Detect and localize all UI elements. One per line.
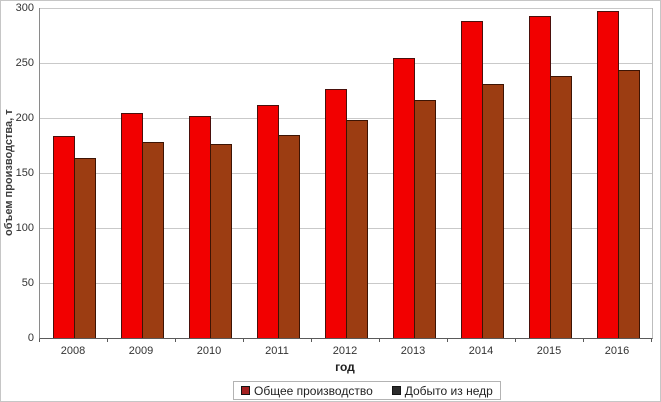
y-tick-label: 300 <box>15 2 34 14</box>
x-tick-label-2013: 2013 <box>400 345 426 357</box>
bar-group-2010 <box>176 8 244 338</box>
bar-total-2015 <box>528 15 551 338</box>
x-axis-tick <box>175 339 176 342</box>
legend-label-total: Общее производство <box>254 383 373 398</box>
legend: Общее производство Добыто из недр <box>233 381 501 400</box>
bar-total-2014 <box>460 21 483 338</box>
legend-marker-mined <box>391 386 401 395</box>
y-tick-label: 250 <box>15 57 34 69</box>
x-axis-tick <box>651 339 652 342</box>
legend-marker-total <box>241 386 250 395</box>
bar-mined-2016 <box>617 69 640 338</box>
bar-total-2008 <box>52 135 75 338</box>
x-tick-label-2010: 2010 <box>196 345 222 357</box>
y-tick-label: 150 <box>15 167 34 179</box>
x-axis-tick <box>379 339 380 342</box>
bar-group-2011 <box>244 8 312 338</box>
bar-total-2016 <box>596 11 619 338</box>
x-axis-tick <box>447 339 448 342</box>
y-axis-tick-labels: 0 50 100 150 200 250 300 <box>1 1 36 401</box>
x-tick-label-2015: 2015 <box>536 345 562 357</box>
gridline <box>40 63 652 64</box>
bar-mined-2014 <box>481 83 504 338</box>
bar-total-2013 <box>392 57 415 338</box>
x-axis-title: год <box>335 360 355 374</box>
bar-mined-2015 <box>549 76 572 338</box>
x-tick-label-2009: 2009 <box>128 345 154 357</box>
x-axis-tick <box>107 339 108 342</box>
y-tick-label: 100 <box>15 222 34 234</box>
bar-mined-2013 <box>413 100 436 338</box>
bar-mined-2011 <box>277 134 300 338</box>
bar-total-2011 <box>256 104 279 338</box>
legend-entry-mined: Добыто из недр <box>391 383 493 398</box>
bar-group-2009 <box>108 8 176 338</box>
gridline <box>40 8 652 9</box>
x-axis-tick-labels: 2008 2009 2010 2011 2012 2013 2014 2015 2016 <box>39 345 651 357</box>
x-tick-label-2012: 2012 <box>332 345 358 357</box>
bar-group-2013 <box>380 8 448 338</box>
x-tick-label-2014: 2014 <box>468 345 494 357</box>
bar-group-2012 <box>312 8 380 338</box>
bar-group-2016 <box>584 8 652 338</box>
y-tick-label: 200 <box>15 112 34 124</box>
legend-entry-total: Общее производство <box>241 384 373 398</box>
bar-mined-2008 <box>73 157 96 338</box>
bar-group-2008 <box>40 8 108 338</box>
bar-total-2012 <box>324 89 347 338</box>
x-axis-tick <box>39 339 40 342</box>
bar-mined-2012 <box>345 120 368 338</box>
bar-total-2010 <box>188 115 211 338</box>
bar-mined-2010 <box>209 144 232 338</box>
legend-label-mined: Добыто из недр <box>404 383 493 398</box>
x-tick-label-2011: 2011 <box>265 345 289 357</box>
bar-group-2014 <box>448 8 516 338</box>
x-tick-label-2016: 2016 <box>604 345 630 357</box>
bar-total-2009 <box>120 112 143 338</box>
y-tick-label: 50 <box>21 277 34 289</box>
bar-group-2015 <box>516 8 584 338</box>
plot-area <box>39 8 653 339</box>
x-axis-tick <box>243 339 244 342</box>
x-axis-tick <box>515 339 516 342</box>
bar-mined-2009 <box>141 142 164 338</box>
bars-layer <box>40 8 652 338</box>
x-axis-tick <box>583 339 584 342</box>
y-tick-label: 0 <box>27 332 34 344</box>
x-tick-label-2008: 2008 <box>60 345 86 357</box>
x-axis-tick <box>311 339 312 342</box>
